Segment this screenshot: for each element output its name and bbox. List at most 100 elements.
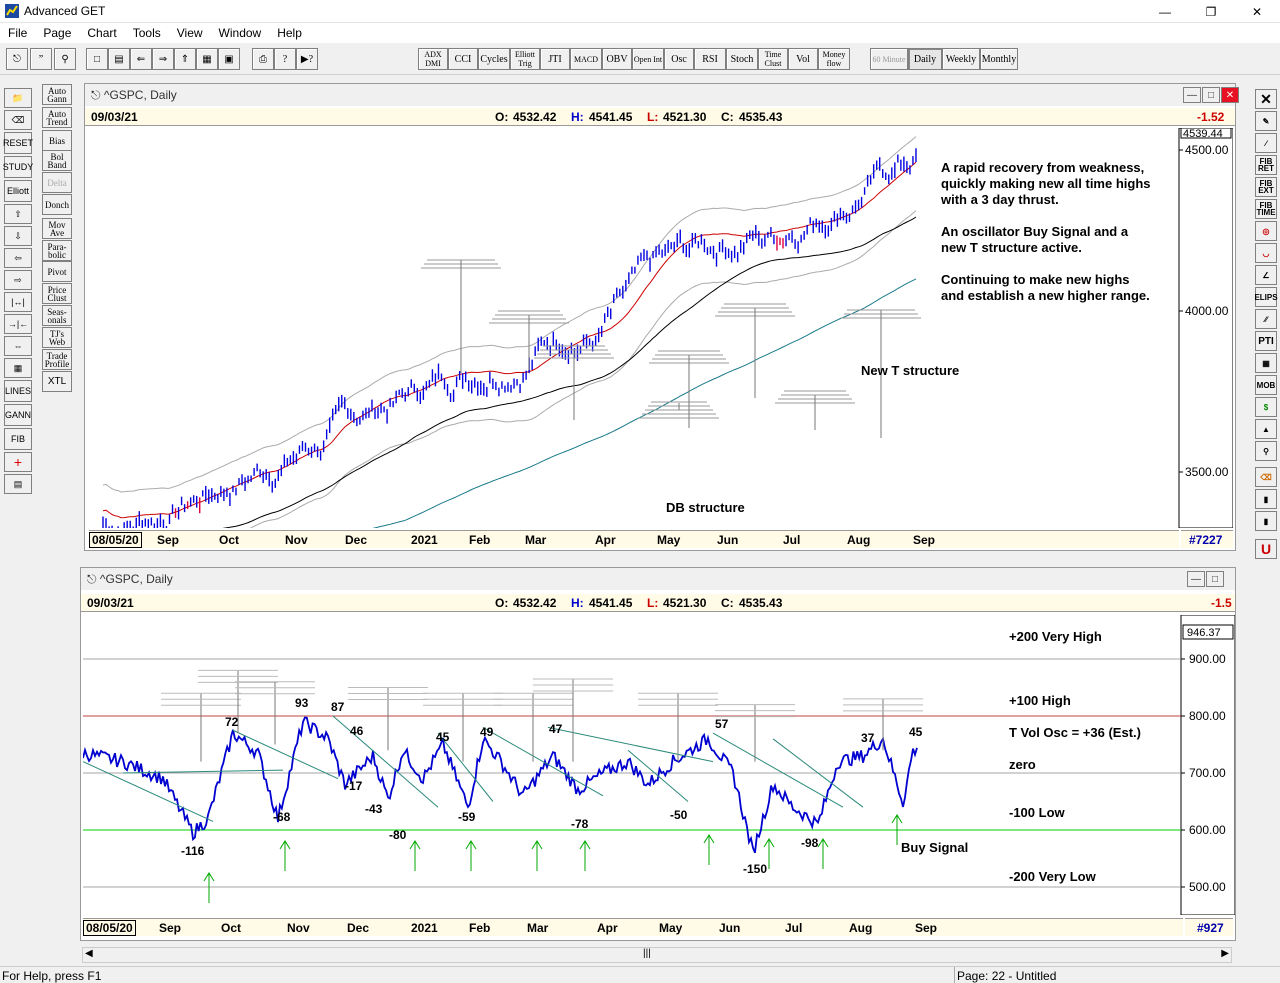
back-page-icon[interactable]: ⇐: [130, 48, 152, 70]
eraser-icon[interactable]: ⌫: [4, 110, 32, 130]
lines-tool-icon[interactable]: LINES: [4, 380, 32, 402]
menu-file[interactable]: File: [8, 26, 28, 40]
quote-icon[interactable]: ”: [30, 48, 52, 70]
menu-tools[interactable]: Tools: [132, 26, 161, 40]
compress-icon[interactable]: ⇔: [4, 336, 32, 356]
menu-window[interactable]: Window: [218, 26, 262, 40]
study-seasonals[interactable]: Seas-onals: [42, 305, 72, 326]
menu-view[interactable]: View: [176, 26, 203, 40]
new-page-icon[interactable]: □: [86, 48, 108, 70]
trendline-icon[interactable]: ∕: [1255, 133, 1277, 153]
osc-pane-maximize-button[interactable]: □: [1206, 571, 1224, 587]
fib-arc-icon[interactable]: ◡: [1255, 243, 1277, 263]
magnifier-icon[interactable]: ⚲: [1255, 441, 1277, 461]
study-cycles-button[interactable]: Cycles: [478, 48, 510, 70]
study-delta[interactable]: Delta: [42, 172, 72, 193]
maximize-button[interactable]: ❐: [1205, 4, 1217, 19]
channel-icon[interactable]: ∕∕: [1255, 309, 1277, 329]
period-weekly-button[interactable]: Weekly: [942, 48, 980, 70]
study-xtl[interactable]: XTL: [42, 371, 72, 392]
arrow-right-icon[interactable]: ⇨: [4, 270, 32, 290]
study-trade-profile[interactable]: Trade Profile: [42, 349, 72, 370]
study-elliott-trig-button[interactable]: Elliott Trig: [510, 48, 540, 70]
arrow-down-icon[interactable]: ⇩: [4, 226, 32, 246]
elips-icon[interactable]: ELIPS: [1254, 287, 1278, 307]
close-button[interactable]: ✕: [1251, 4, 1263, 19]
study-adx-dmi-button[interactable]: ADX DMI: [418, 48, 448, 70]
context-help-icon[interactable]: ▶?: [296, 48, 318, 70]
study-donch[interactable]: Donch: [42, 194, 72, 215]
mob-icon[interactable]: MOB: [1255, 375, 1277, 395]
cursor-icon[interactable]: ⎋: [6, 48, 28, 70]
menu-chart[interactable]: Chart: [87, 26, 117, 40]
scroll-left-icon[interactable]: ◀: [85, 948, 93, 959]
forward-page-icon[interactable]: ⇒: [152, 48, 174, 70]
study-jti-button[interactable]: JTI: [540, 48, 570, 70]
close-tool-icon[interactable]: ✕: [1255, 89, 1277, 109]
crosshair-icon[interactable]: +: [4, 452, 32, 472]
study-time-clust-button[interactable]: Time Clust: [758, 48, 788, 70]
eraser-tool-icon[interactable]: ⌫: [1255, 467, 1277, 487]
period-daily-button[interactable]: Daily: [908, 48, 942, 70]
period-60-minute-button[interactable]: 60 Minute: [870, 48, 908, 70]
study-vol-button[interactable]: Vol: [788, 48, 818, 70]
period-monthly-button[interactable]: Monthly: [980, 48, 1018, 70]
open-folder-icon[interactable]: 📁: [4, 88, 32, 108]
bars-expand-icon[interactable]: |↔|: [4, 292, 32, 312]
study-osc-button[interactable]: Osc: [664, 48, 694, 70]
study-stoch-button[interactable]: Stoch: [726, 48, 758, 70]
study-pivot[interactable]: Pivot: [42, 261, 72, 282]
study-bias[interactable]: Bias: [42, 130, 72, 151]
reset-icon[interactable]: RESET: [3, 132, 33, 154]
study-rsi-button[interactable]: RSI: [694, 48, 726, 70]
osc-pane-minimize-button[interactable]: —: [1187, 571, 1205, 587]
study-mov-ave[interactable]: Mov Ave: [42, 218, 72, 239]
fib-tool-icon[interactable]: FIB: [4, 428, 32, 450]
study-open-int-button[interactable]: Open Int: [632, 48, 664, 70]
study-cci-button[interactable]: CCI: [448, 48, 478, 70]
bars-compress-icon[interactable]: →|←: [4, 314, 32, 334]
oscillator-chart[interactable]: 946.37 900.00 800.00 700.00 600.00 500.00 +200…: [83, 615, 1235, 915]
gann-tool-icon[interactable]: GANN: [4, 404, 32, 426]
study-icon[interactable]: STUDY: [3, 156, 33, 178]
properties-icon[interactable]: ▤: [4, 474, 32, 494]
open-page-icon[interactable]: ▤: [108, 48, 130, 70]
grid-tool-icon[interactable]: ▦: [1255, 353, 1277, 373]
arrow-up-icon[interactable]: ⇧: [4, 204, 32, 224]
fib-time-icon[interactable]: FIB TIME: [1255, 199, 1277, 219]
study-macd-button[interactable]: MACD: [570, 48, 602, 70]
fan-icon[interactable]: ∠: [1255, 265, 1277, 285]
study-obv-button[interactable]: OBV: [602, 48, 632, 70]
menu-page[interactable]: Page: [43, 26, 72, 40]
arrow-left-icon[interactable]: ⇦: [4, 248, 32, 268]
undo-icon[interactable]: U: [1255, 539, 1277, 559]
scroll-thumb[interactable]: |||: [643, 948, 651, 959]
fib-circle-icon[interactable]: ◎: [1255, 221, 1277, 241]
pane-minimize-button[interactable]: —: [1183, 87, 1201, 103]
alert-icon[interactable]: ▲: [1255, 419, 1277, 439]
study-parabolic[interactable]: Para-bolic: [42, 240, 72, 261]
price-chart[interactable]: 4539.44 4500.00 4000.00 3500.00 A rapid reco…: [89, 128, 1233, 528]
fib-ret-icon[interactable]: FIB RET: [1255, 155, 1277, 175]
money-icon[interactable]: $: [1255, 397, 1277, 417]
study-money-flow-button[interactable]: Money flow: [818, 48, 850, 70]
pti-icon[interactable]: PTI: [1255, 331, 1277, 351]
bar-tool-icon[interactable]: ▮: [1255, 489, 1277, 509]
study-auto-gann[interactable]: Auto Gann: [42, 84, 72, 105]
up-page-icon[interactable]: ⇑: [174, 48, 196, 70]
tile-icon[interactable]: ▣: [218, 48, 240, 70]
pencil-icon[interactable]: ✎: [1255, 111, 1277, 131]
info-icon[interactable]: ?: [274, 48, 296, 70]
study-auto-trend[interactable]: Auto Trend: [42, 107, 72, 128]
elliott-icon[interactable]: Elliott: [4, 180, 32, 202]
study-price-clust[interactable]: Price Clust: [42, 283, 72, 304]
grid-icon[interactable]: ▦: [196, 48, 218, 70]
scroll-right-icon[interactable]: ▶: [1221, 948, 1229, 959]
horizontal-scrollbar[interactable]: ◀ ||| ▶: [82, 947, 1232, 963]
table-icon[interactable]: ▦: [4, 358, 32, 378]
fib-ext-icon[interactable]: FIB EXT: [1255, 177, 1277, 197]
bar-tool-2-icon[interactable]: ▮: [1255, 511, 1277, 531]
pane-close-button[interactable]: ✕: [1221, 87, 1239, 103]
menu-help[interactable]: Help: [277, 26, 302, 40]
study-tjs-web[interactable]: TJ's Web: [42, 327, 72, 348]
